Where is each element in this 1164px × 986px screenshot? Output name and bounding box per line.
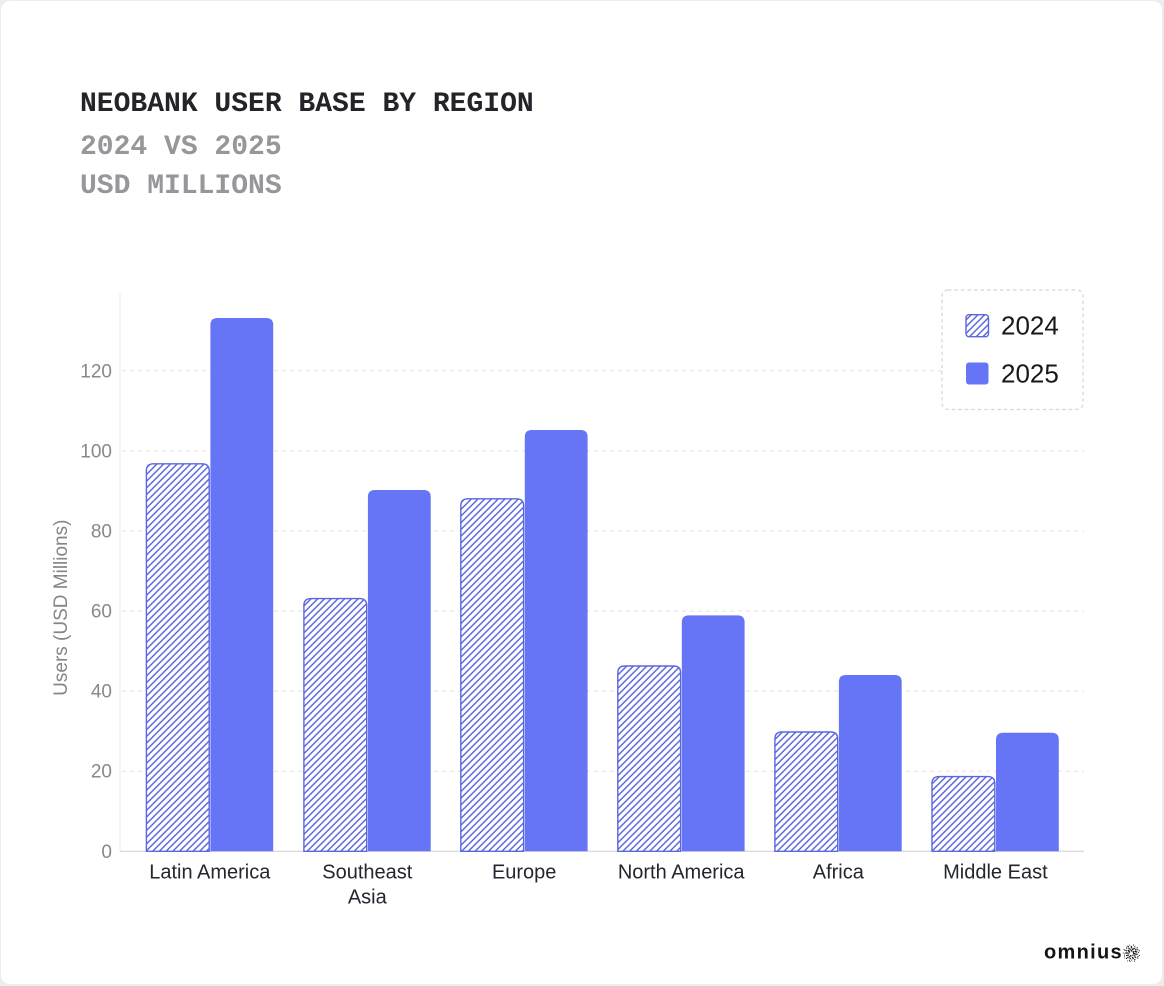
svg-text:North America: North America	[618, 862, 746, 884]
svg-text:40: 40	[91, 682, 112, 703]
svg-text:60: 60	[91, 602, 112, 623]
svg-text:100: 100	[80, 441, 112, 462]
svg-text:Europe: Europe	[492, 862, 557, 884]
svg-text:20: 20	[91, 762, 112, 783]
svg-text:2024: 2024	[1001, 311, 1059, 341]
svg-text:2024 VS 2025: 2024 VS 2025	[80, 132, 282, 163]
svg-text:120: 120	[80, 361, 112, 382]
svg-text:2025: 2025	[1001, 359, 1059, 389]
svg-text:80: 80	[91, 522, 112, 543]
svg-text:0: 0	[101, 842, 112, 863]
svg-text:Users (USD Millions): Users (USD Millions)	[51, 520, 72, 696]
svg-text:USD MILLIONS: USD MILLIONS	[80, 171, 282, 202]
svg-text:NEOBANK USER BASE BY REGION: NEOBANK USER BASE BY REGION	[80, 89, 534, 120]
svg-text:Southeast: Southeast	[322, 862, 413, 884]
svg-text:Asia: Asia	[348, 887, 388, 909]
svg-text:Africa: Africa	[813, 862, 865, 884]
svg-text:Latin America: Latin America	[149, 862, 271, 884]
svg-text:Middle East: Middle East	[943, 862, 1048, 884]
svg-text:omnius: omnius	[1044, 942, 1123, 964]
